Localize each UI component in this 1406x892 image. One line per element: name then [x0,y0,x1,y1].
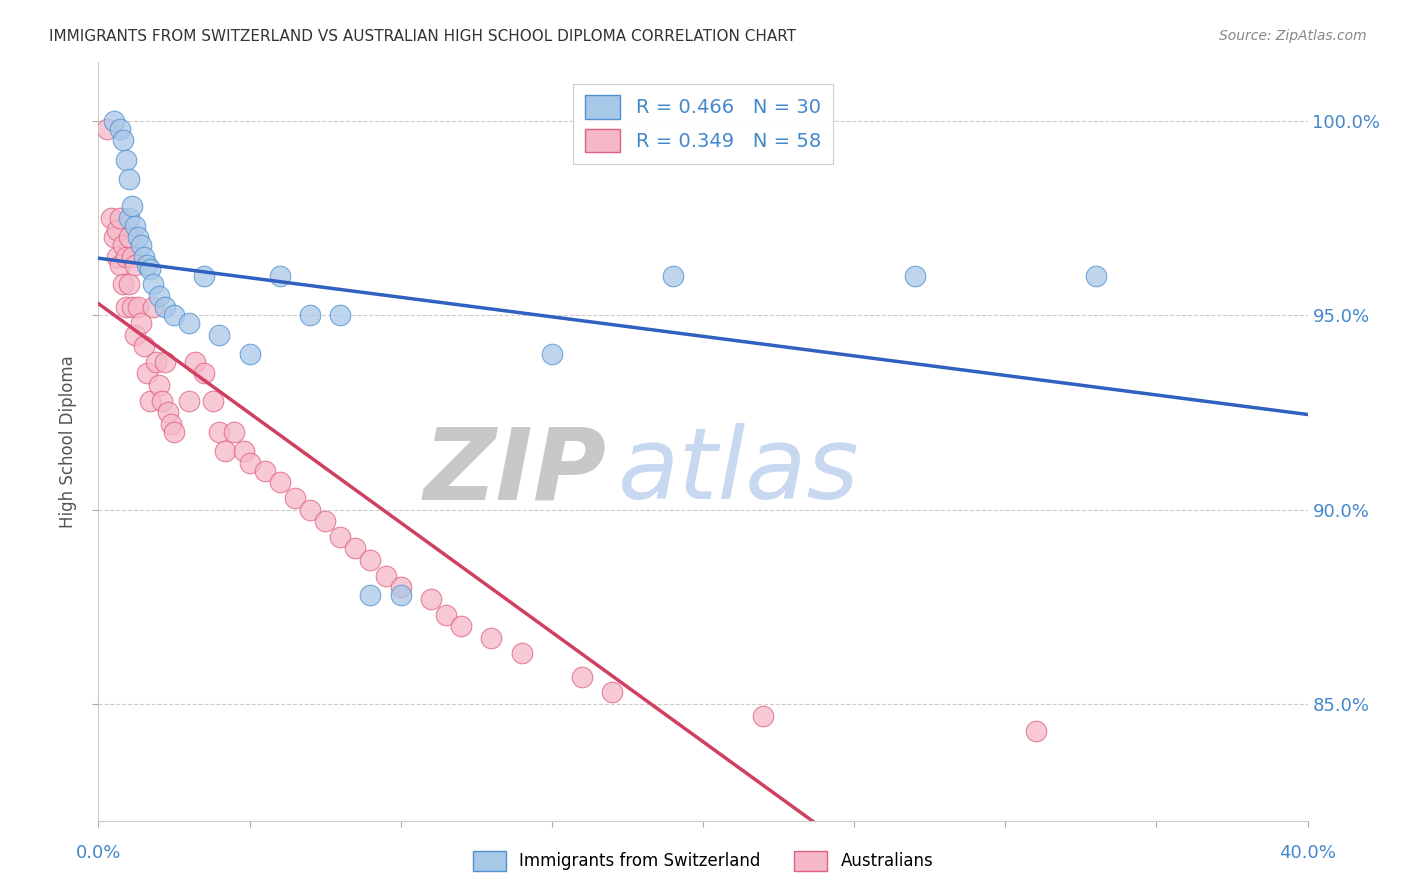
Point [124,219,146,233]
Point [150,393,173,408]
Point [118,172,141,186]
Point [269,269,291,284]
Text: Source: ZipAtlas.com: Source: ZipAtlas.com [1219,29,1367,43]
Point [100,211,122,225]
Point [232,444,254,458]
Point [193,367,215,381]
Point [360,553,382,567]
Point [253,464,276,478]
Point [329,530,352,544]
Point [111,133,134,147]
Point [434,607,457,622]
Point [179,393,201,408]
Point [132,250,155,264]
Point [135,258,157,272]
Point [142,277,165,291]
Point [510,647,533,661]
Point [481,631,503,645]
Point [360,588,382,602]
Point [163,425,186,439]
Point [179,316,201,330]
Point [103,113,125,128]
Legend: Immigrants from Switzerland, Australians: Immigrants from Switzerland, Australians [464,842,942,880]
Point [299,308,322,322]
Point [160,417,183,431]
Point [121,199,143,213]
Y-axis label: High School Diploma: High School Diploma [59,355,77,528]
Point [344,541,367,556]
Point [129,316,152,330]
Point [118,230,141,244]
Point [124,327,146,342]
Point [111,238,134,252]
Point [752,708,775,723]
Point [103,230,125,244]
Point [269,475,291,490]
Point [156,405,179,419]
Point [111,277,134,291]
Point [153,301,176,315]
Point [139,393,162,408]
Point [108,121,131,136]
Point [114,250,136,264]
Point [108,258,131,272]
Point [571,670,593,684]
Point [184,355,207,369]
Point [114,301,136,315]
Point [139,261,162,276]
Point [208,327,231,342]
Point [239,456,262,470]
Point [132,339,155,353]
Text: atlas: atlas [619,424,860,520]
Point [1024,724,1046,739]
Point [121,301,143,315]
Point [284,491,307,505]
Point [142,301,165,315]
Point [129,238,152,252]
Point [420,592,443,607]
Point [661,269,683,284]
Point [540,347,562,361]
Point [374,568,396,582]
Point [124,258,146,272]
Point [153,355,176,369]
Point [121,250,143,264]
Point [389,580,412,594]
Point [96,121,118,136]
Point [193,269,215,284]
Point [329,308,352,322]
Point [148,378,170,392]
Text: ZIP: ZIP [423,424,606,520]
Point [127,230,149,244]
Text: 0.0%: 0.0% [76,844,121,862]
Point [135,367,157,381]
Point [314,514,336,528]
Point [118,211,141,225]
Point [202,393,225,408]
Point [145,355,167,369]
Point [105,250,128,264]
Point [163,308,186,322]
Point [239,347,262,361]
Point [118,277,141,291]
Point [208,425,231,439]
Legend: R = 0.466   N = 30, R = 0.349   N = 58: R = 0.466 N = 30, R = 0.349 N = 58 [574,84,832,164]
Text: 40.0%: 40.0% [1279,844,1336,862]
Point [127,301,149,315]
Point [1085,269,1108,284]
Point [114,153,136,167]
Point [602,685,624,699]
Text: IMMIGRANTS FROM SWITZERLAND VS AUSTRALIAN HIGH SCHOOL DIPLOMA CORRELATION CHART: IMMIGRANTS FROM SWITZERLAND VS AUSTRALIA… [49,29,796,44]
Point [904,269,927,284]
Point [214,444,236,458]
Point [389,588,412,602]
Point [224,425,246,439]
Point [148,289,170,303]
Point [108,211,131,225]
Point [450,619,472,633]
Point [299,502,322,516]
Point [105,222,128,236]
